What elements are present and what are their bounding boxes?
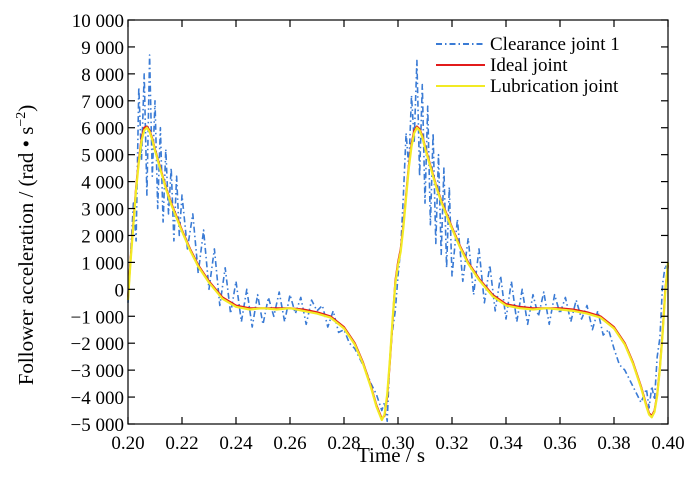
x-tick-label: 0.30 xyxy=(381,433,414,454)
plot-background xyxy=(128,20,668,424)
y-tick-label: 7 000 xyxy=(81,92,124,113)
y-axis-title: Follower acceleration / (rad • s−2) xyxy=(14,105,38,386)
y-tick-label: 10 000 xyxy=(72,11,124,32)
legend-label-2: Ideal joint xyxy=(490,55,568,76)
y-tick-label: −2 000 xyxy=(71,334,124,355)
x-tick-label: 0.20 xyxy=(111,433,144,454)
legend-label-1: Clearance joint 1 xyxy=(490,34,620,55)
series-line-3 xyxy=(126,126,670,422)
y-tick-label: 0 xyxy=(115,280,125,301)
x-tick-label: 0.38 xyxy=(597,433,630,454)
plot-area xyxy=(128,20,668,424)
y-tick-label: 6 000 xyxy=(81,119,124,140)
y-tick-label: −5 000 xyxy=(71,415,124,436)
x-tick-label: 0.24 xyxy=(219,433,253,454)
x-tick-label: 0.28 xyxy=(327,433,360,454)
y-axis-title-close: ) xyxy=(14,105,38,112)
y-tick-label: 9 000 xyxy=(81,38,124,59)
y-tick-label: −4 000 xyxy=(71,388,124,409)
legend-label-3: Lubrication joint xyxy=(490,76,619,97)
y-tick-label: 3 000 xyxy=(81,200,124,221)
x-tick-label: 0.32 xyxy=(435,433,468,454)
x-tick-label: 0.40 xyxy=(651,433,684,454)
y-tick-label: 4 000 xyxy=(81,173,124,194)
y-tick-label: 5 000 xyxy=(81,146,124,167)
y-axis-title-exponent: −2 xyxy=(14,112,29,127)
y-axis-title-main: Follower acceleration / (rad • s xyxy=(14,127,38,386)
x-tick-label: 0.36 xyxy=(543,433,576,454)
x-tick-label: 0.22 xyxy=(165,433,198,454)
series-layer xyxy=(126,54,670,423)
y-tick-label: 1 000 xyxy=(81,253,124,274)
y-tick-label: −3 000 xyxy=(71,361,124,382)
y-tick-label: 8 000 xyxy=(81,65,124,86)
tick-labels: 0.20 0.22 0.24 0.26 0.28 0.30 0.32 0.34 0.36 0.38… xyxy=(71,11,685,454)
x-tick-label: 0.34 xyxy=(489,433,523,454)
y-tick-label: −1 000 xyxy=(71,307,124,328)
svg-text:Follower acceleration / (rad •: Follower acceleration / (rad • s−2) xyxy=(14,105,38,386)
ticks xyxy=(127,19,669,425)
x-axis-title: Time / s xyxy=(357,443,425,467)
y-tick-label: 2 000 xyxy=(81,226,124,247)
x-tick-label: 0.26 xyxy=(273,433,306,454)
